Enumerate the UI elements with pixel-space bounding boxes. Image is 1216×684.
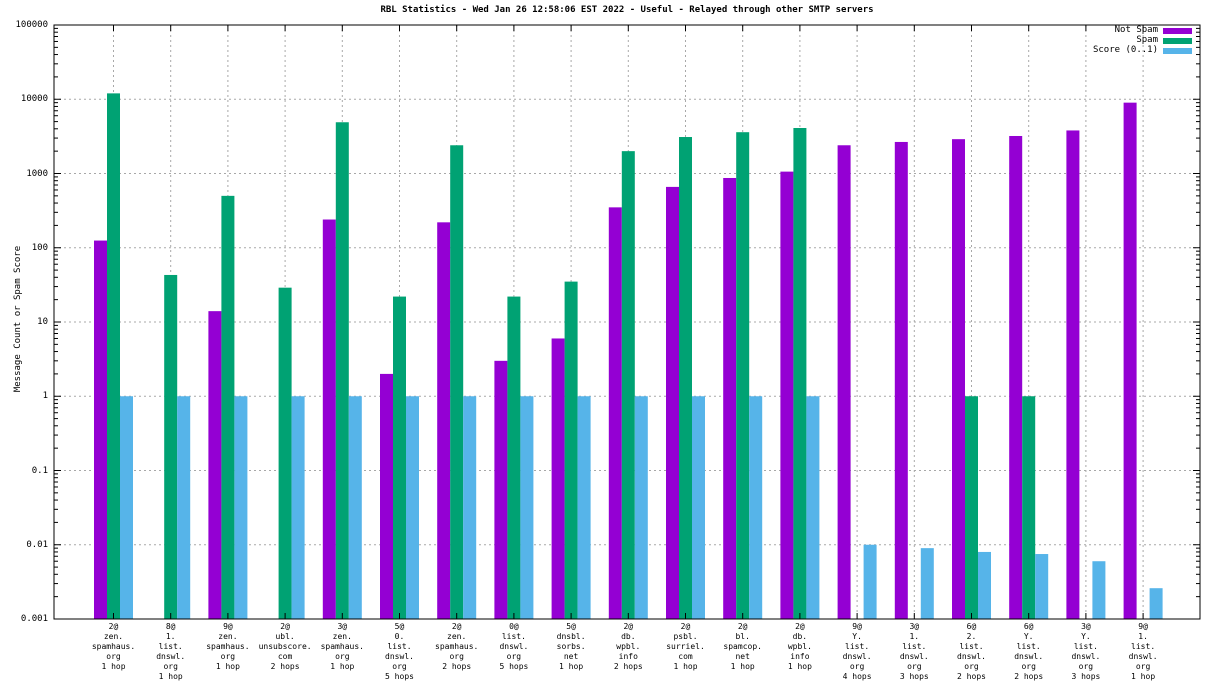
bar-not-spam <box>723 177 737 619</box>
y-tick-label: 0.001 <box>20 614 48 624</box>
bar-score <box>1149 588 1163 619</box>
bar-spam <box>793 128 807 619</box>
legend-item: Not Spam <box>1093 25 1192 35</box>
legend-swatch-spam <box>1163 37 1192 44</box>
bar-spam <box>1022 396 1036 619</box>
y-tick-label: 0.01 <box>26 539 48 550</box>
y-tick-label: 0.1 <box>31 465 48 476</box>
legend-label: Not Spam <box>1114 25 1158 35</box>
bar-spam <box>335 122 349 620</box>
legend-item: Spam <box>1093 35 1192 45</box>
x-tick-label: 2@ db. wpbl. info 1 hop <box>787 622 812 671</box>
bar-spam <box>965 396 978 619</box>
legend-label: Spam <box>1136 35 1158 45</box>
x-tick-label: 2@ bl. spamcop. net 1 hop <box>723 622 762 671</box>
bar-not-spam <box>1066 130 1080 620</box>
bar-not-spam <box>608 207 622 619</box>
bar-not-spam <box>551 338 565 619</box>
bar-not-spam <box>94 240 107 619</box>
bar-spam <box>679 137 692 619</box>
y-tick-label: 1 <box>42 391 48 402</box>
legend-label: Score (0..1) <box>1092 45 1158 55</box>
bar-score <box>978 551 991 619</box>
x-tick-label: 5@ dnsbl. sorbs. net 1 hop <box>556 622 586 671</box>
y-tick-label: 10 <box>37 317 48 327</box>
bar-score <box>692 396 705 619</box>
bar-spam <box>164 274 178 619</box>
x-tick-label: 9@ 1. list. dnswl. org 1 hop <box>1128 622 1158 681</box>
bar-not-spam <box>894 141 908 619</box>
bar-not-spam <box>1009 135 1023 619</box>
bar-spam <box>621 151 635 619</box>
bar-spam <box>507 296 521 619</box>
x-tick-label: 2@ zen. spamhaus. org 2 hops <box>435 622 479 671</box>
x-tick-label: 3@ 1. list. dnswl. org 3 hops <box>899 622 929 681</box>
legend-swatch-not-spam <box>1163 27 1192 34</box>
bar-score <box>634 396 648 619</box>
legend-item: Score (0..1) <box>1092 45 1192 55</box>
bar-score <box>1092 561 1106 619</box>
bar-score <box>749 396 763 619</box>
x-tick-label: 9@ Y. list. dnswl. org 4 hops <box>842 622 872 681</box>
bar-score <box>177 396 191 619</box>
bar-not-spam <box>494 360 508 619</box>
bar-not-spam <box>208 311 222 619</box>
legend-swatch-score-0-1 <box>1163 47 1192 54</box>
bar-score <box>520 396 534 619</box>
x-tick-label: 2@ ubl. unsubscore. com 2 hops <box>258 622 312 671</box>
x-tick-label: 2@ db. wpbl. info 2 hops <box>613 622 643 671</box>
bar-score <box>463 396 477 619</box>
bar-not-spam <box>437 222 451 619</box>
bar-not-spam <box>780 171 794 619</box>
x-tick-label: 6@ Y. list. dnswl. org 2 hops <box>1014 622 1044 681</box>
bar-score <box>577 396 591 619</box>
bar-score <box>406 396 419 619</box>
bar-not-spam <box>666 186 679 619</box>
x-tick-label: 2@ zen. spamhaus. org 1 hop <box>91 622 136 671</box>
bar-score <box>920 548 934 619</box>
x-tick-label: 0@ list. dnswl. org 5 hops <box>499 622 529 671</box>
bar-score <box>863 544 877 619</box>
bar-spam <box>564 281 578 619</box>
bar-score <box>806 396 820 619</box>
bar-not-spam <box>1123 102 1137 620</box>
x-tick-label: 9@ zen. spamhaus. org 1 hop <box>206 622 250 671</box>
bar-not-spam <box>322 219 336 619</box>
x-tick-label: 8@ 1. list. dnswl. org 1 hop <box>156 622 186 681</box>
x-tick-label: 2@ psbl. surriel. com 1 hop <box>666 622 705 671</box>
x-tick-label: 5@ 0. list. dnswl. org 5 hops <box>385 622 414 681</box>
bar-not-spam <box>952 139 965 620</box>
x-tick-label: 6@ 2. list. dnswl. org 2 hops <box>957 622 986 681</box>
legend: Not Spam Spam Score (0..1) <box>1092 25 1192 55</box>
bar-spam <box>393 296 406 619</box>
bar-not-spam <box>380 373 393 619</box>
bar-not-spam <box>837 145 851 619</box>
x-tick-label: 3@ zen. spamhaus. org 1 hop <box>320 622 364 671</box>
chart-title: RBL Statistics - Wed Jan 26 12:58:06 EST… <box>380 5 874 15</box>
bar-score <box>348 396 362 619</box>
y-tick-label: 10000 <box>20 94 48 105</box>
bar-spam <box>221 195 235 619</box>
bar-score <box>234 396 248 619</box>
bar-spam <box>450 145 464 619</box>
y-tick-label: 100000 <box>15 20 48 30</box>
bar-score <box>1035 554 1049 619</box>
bar-score <box>120 396 133 619</box>
x-tick-label: 3@ Y. list. dnswl. org 3 hops <box>1071 622 1101 681</box>
y-tick-label: 100 <box>31 242 48 253</box>
bar-spam <box>107 93 120 620</box>
bar-spam <box>278 287 292 619</box>
bar-spam <box>736 132 750 620</box>
y-tick-label: 1000 <box>26 168 48 179</box>
bar-score <box>291 396 305 619</box>
